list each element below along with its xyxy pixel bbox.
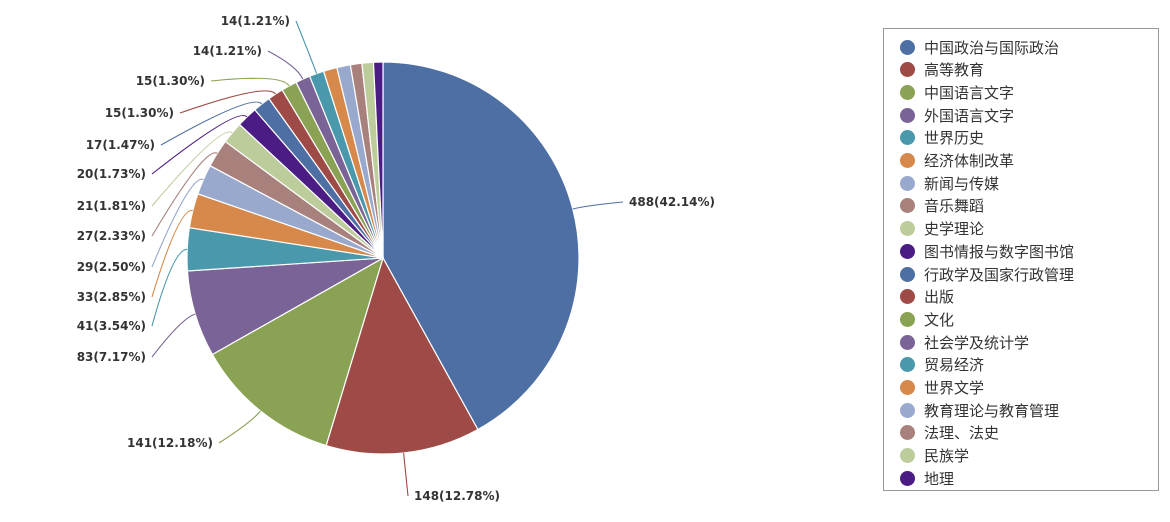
legend: 中国政治与国际政治 高等教育中国语言文字 外国语言文字 世界历史经济体制改革 新闻与传媒…	[883, 28, 1159, 491]
legend-item-17[interactable]: 法理、法史	[900, 422, 999, 444]
legend-swatch	[900, 84, 915, 100]
leader-line-14	[295, 20, 318, 74]
data-label-7: 27(2.33%)	[77, 229, 146, 243]
legend-label: 民族学	[924, 447, 970, 466]
data-label-0: 488(42.14%)	[629, 195, 715, 209]
legend-swatch	[900, 175, 915, 191]
data-label-10: 17(1.47%)	[86, 138, 155, 152]
legend-label: 出版	[924, 288, 955, 307]
pie-slice-2[interactable]	[211, 256, 385, 447]
legend-label: 法理、法史	[924, 424, 1000, 443]
leader-line-0	[572, 201, 624, 210]
leader-line-11	[179, 90, 276, 114]
legend-swatch	[900, 153, 915, 168]
legend-swatch	[900, 311, 915, 327]
leader-line-7	[151, 152, 218, 237]
legend-swatch	[900, 334, 915, 350]
legend-swatch	[900, 221, 915, 237]
data-labels: 488(42.14%) 148(12.78%) 141(12.18%) 83(7.17…	[77, 14, 715, 503]
pie-slices	[186, 61, 580, 455]
data-label-5: 33(2.85%)	[77, 290, 146, 304]
leader-line-6	[151, 178, 204, 268]
data-label-8: 21(1.81%)	[77, 199, 146, 213]
legend-item-16[interactable]: 教育理论与教育管理	[900, 399, 1059, 421]
data-label-11: 15(1.30%)	[105, 106, 174, 120]
leader-line-4	[151, 248, 188, 327]
legend-item-13[interactable]: 社会学及统计学	[900, 331, 1029, 353]
legend-label: 中国语言文字	[924, 83, 1015, 102]
leader-line-2	[218, 410, 261, 444]
legend-swatch	[900, 130, 915, 146]
data-label-12: 15(1.30%)	[136, 74, 205, 88]
legend-item-19[interactable]: 地理	[900, 467, 954, 489]
legend-label: 文化	[924, 310, 955, 329]
legend-item-11[interactable]: 出版	[900, 286, 954, 308]
data-label-1: 148(12.78%)	[414, 489, 500, 503]
pie-slice-0[interactable]	[382, 61, 580, 431]
leader-lines	[151, 20, 624, 497]
legend-swatch	[900, 198, 915, 214]
legend-item-5[interactable]: 经济体制改革	[900, 150, 1014, 172]
legend-item-9[interactable]: 图书情报与数字图书馆	[900, 240, 1074, 262]
legend-swatch	[900, 425, 915, 441]
data-label-3: 83(7.17%)	[77, 350, 146, 364]
legend-item-15[interactable]: 世界文学	[900, 377, 984, 399]
leader-line-8	[151, 131, 233, 207]
leader-line-12	[210, 77, 290, 87]
legend-item-12[interactable]: 文化	[900, 308, 954, 330]
data-label-13: 14(1.21%)	[193, 44, 262, 58]
leader-line-10	[160, 101, 263, 146]
legend-item-1[interactable]: 高等教育	[900, 59, 984, 81]
data-label-14: 14(1.21%)	[221, 14, 290, 28]
legend-item-4[interactable]: 世界历史	[900, 127, 984, 149]
legend-label: 世界文学	[924, 379, 985, 397]
leader-line-13	[267, 50, 304, 80]
legend-swatch	[900, 470, 915, 486]
legend-label: 贸易经济	[924, 356, 985, 375]
legend-item-0[interactable]: 中国政治与国际政治	[900, 36, 1059, 58]
legend-swatch	[900, 402, 915, 418]
leader-line-3	[151, 313, 196, 358]
legend-swatch	[900, 289, 915, 305]
legend-label: 高等教育	[924, 61, 985, 80]
legend-item-7[interactable]: 音乐舞蹈	[900, 195, 984, 217]
pie-slice-19[interactable]	[372, 61, 384, 259]
legend-label: 社会学及统计学	[924, 333, 1030, 352]
legend-item-18[interactable]: 民族学	[900, 445, 969, 467]
legend-label: 地理	[924, 469, 955, 488]
legend-item-8[interactable]: 史学理论	[900, 218, 984, 240]
legend-label: 外国语言文字	[924, 106, 1015, 125]
legend-label: 新闻与传媒	[924, 174, 1000, 193]
legend-label: 经济体制改革	[924, 152, 1015, 170]
legend-swatch	[900, 266, 915, 282]
legend-swatch	[900, 243, 915, 259]
legend-swatch	[900, 448, 915, 464]
data-label-6: 29(2.50%)	[77, 260, 146, 274]
legend-swatch	[900, 39, 915, 55]
data-label-2: 141(12.18%)	[127, 436, 213, 450]
legend-swatch	[900, 62, 915, 78]
leader-line-1	[403, 452, 409, 497]
leader-line-9	[151, 115, 248, 175]
legend-swatch	[900, 357, 915, 373]
legend-label: 行政学及国家行政管理	[924, 265, 1075, 284]
legend-swatch	[900, 380, 915, 395]
legend-label: 教育理论与教育管理	[924, 401, 1060, 420]
legend-label: 中国政治与国际政治	[924, 38, 1060, 57]
legend-item-14[interactable]: 贸易经济	[900, 354, 984, 376]
legend-label: 史学理论	[924, 220, 985, 239]
legend-swatch	[900, 107, 915, 123]
legend-item-2[interactable]: 中国语言文字	[900, 81, 1014, 103]
legend-item-6[interactable]: 新闻与传媒	[900, 172, 999, 194]
legend-label: 图书情报与数字图书馆	[924, 242, 1075, 261]
data-label-9: 20(1.73%)	[77, 167, 146, 181]
legend-label: 世界历史	[924, 129, 985, 148]
data-label-4: 41(3.54%)	[77, 319, 146, 333]
legend-item-10[interactable]: 行政学及国家行政管理	[900, 263, 1074, 285]
legend-label: 音乐舞蹈	[924, 197, 985, 216]
legend-item-3[interactable]: 外国语言文字	[900, 104, 1014, 126]
leader-line-5	[151, 210, 193, 298]
